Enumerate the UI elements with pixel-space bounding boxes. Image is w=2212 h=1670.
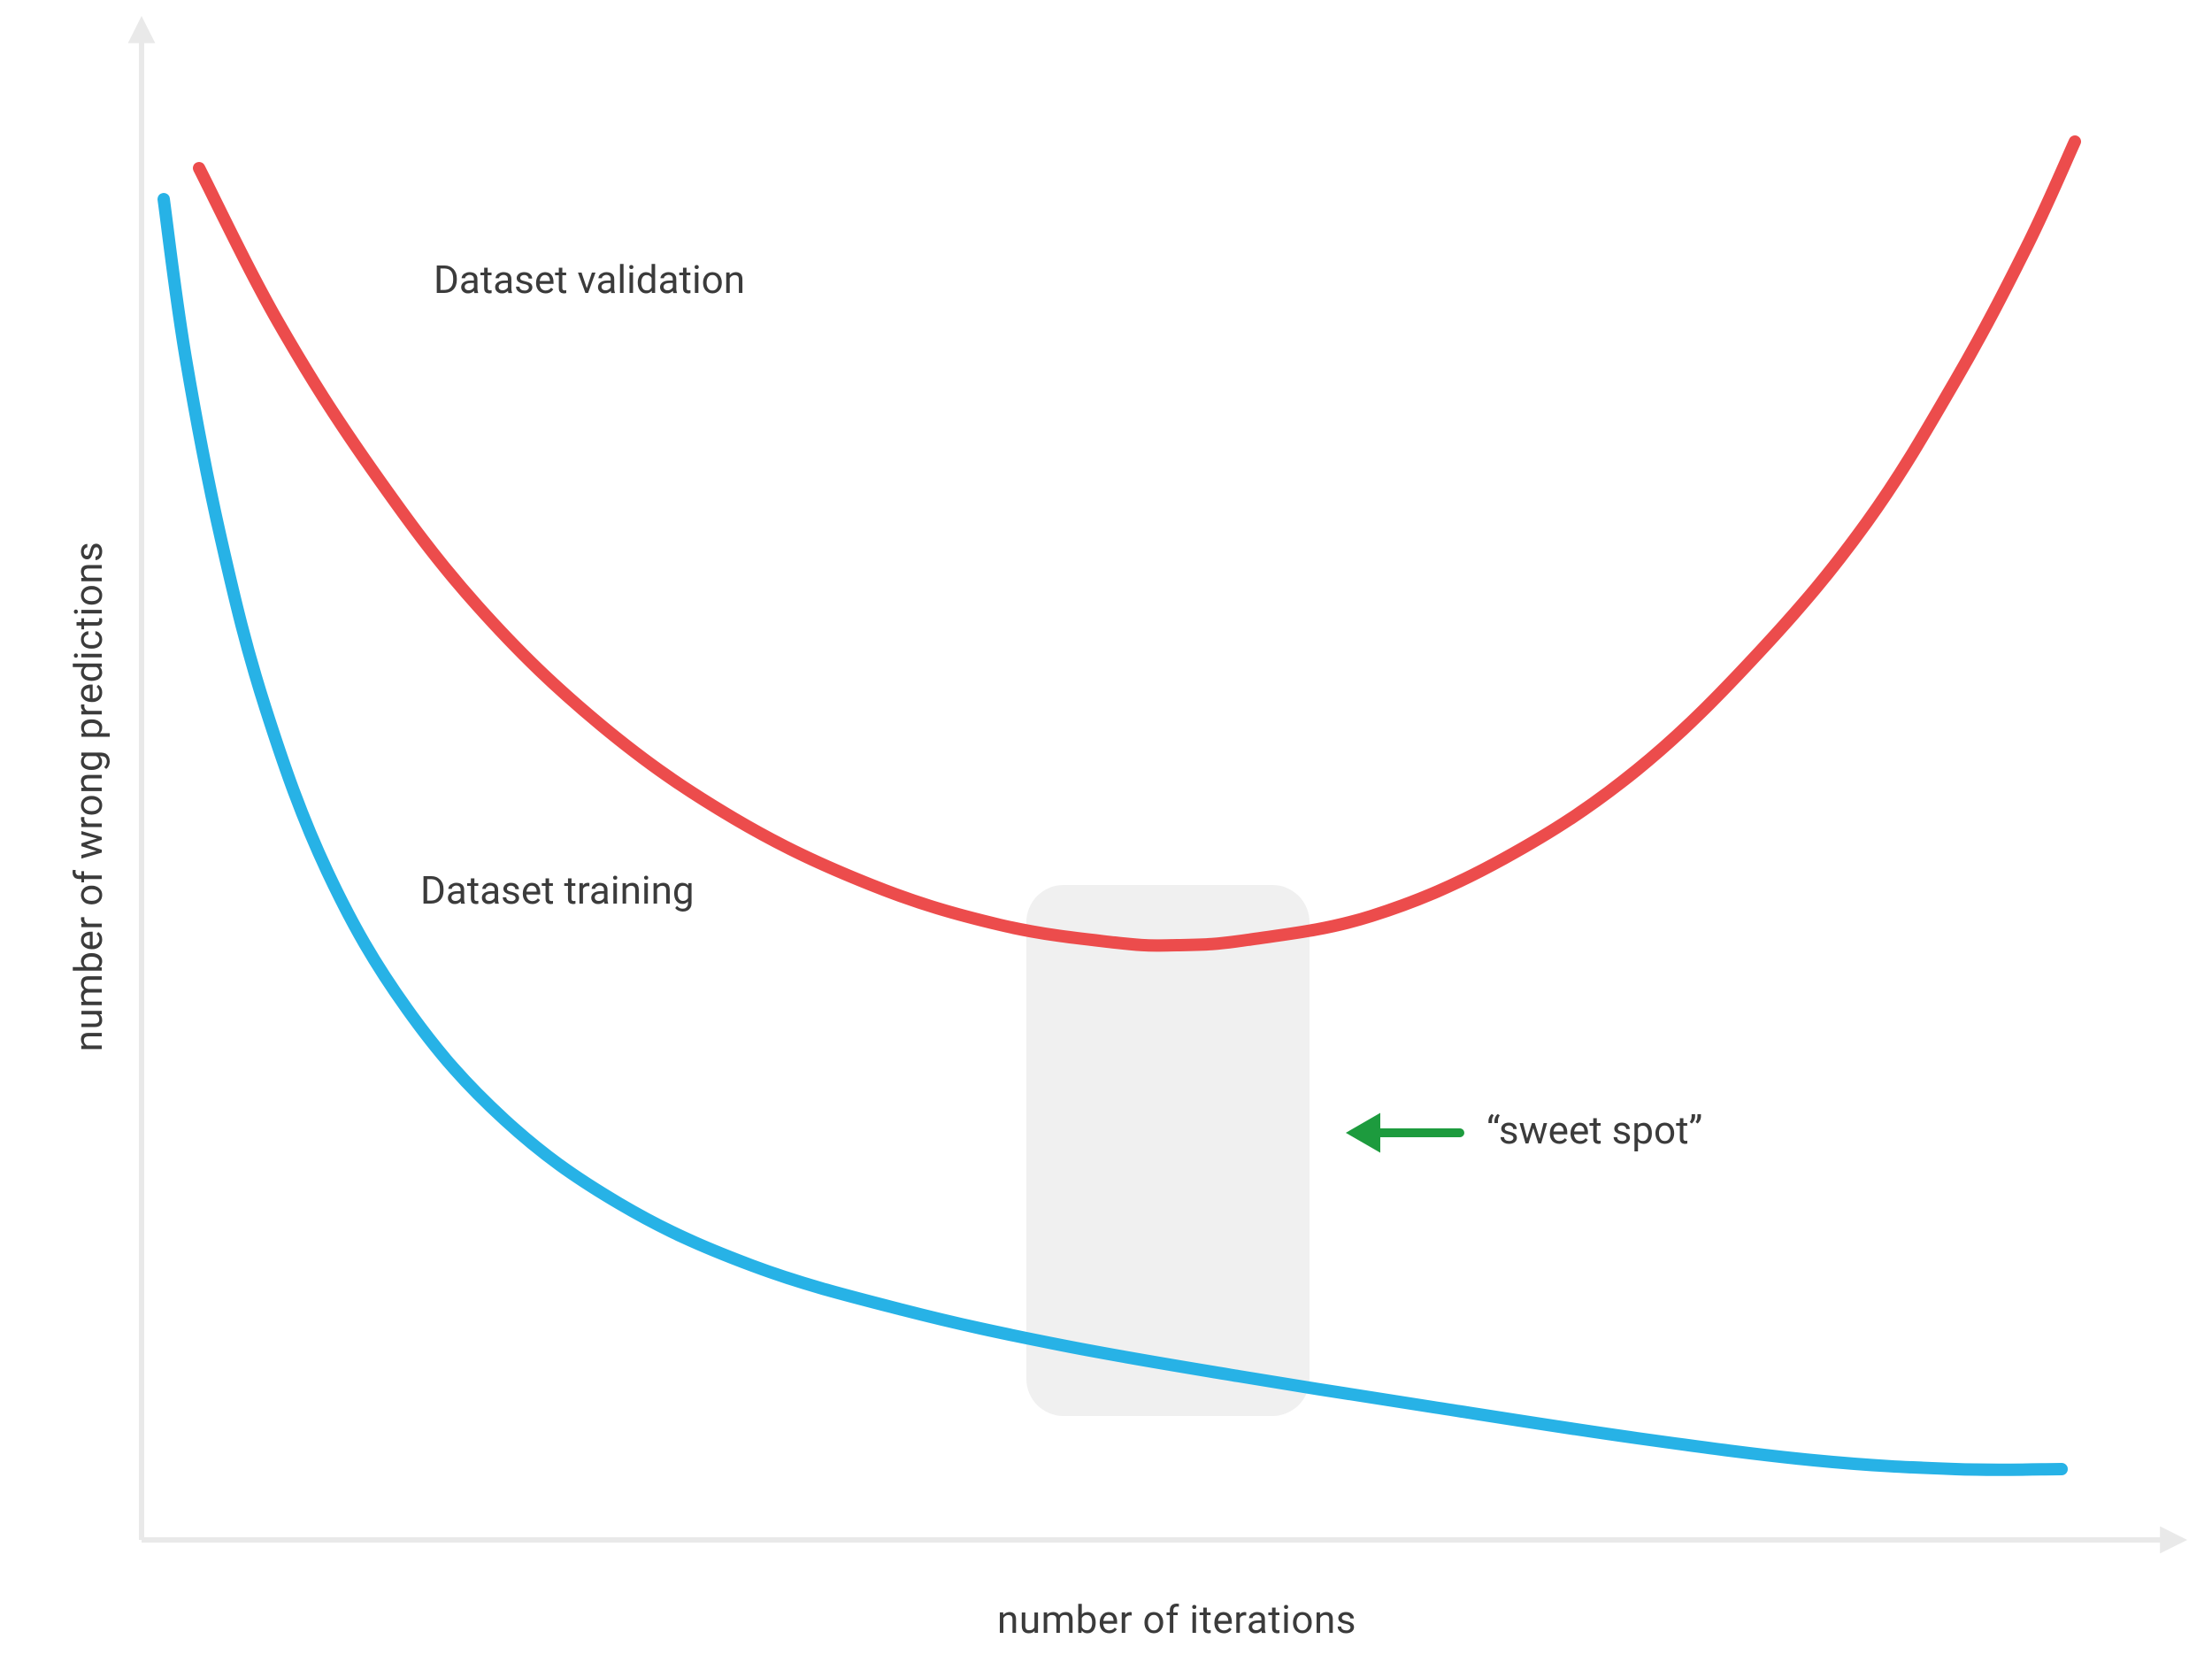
sweet-spot-box [1026,885,1310,1416]
x-axis-label: number of iterations [997,1597,1356,1643]
arrowhead-icon [2160,1527,2187,1554]
y-axis [128,16,156,1540]
arrowhead-icon [1346,1113,1380,1153]
training-series-label: Dataset training [420,867,695,913]
sweet-spot-arrow [1346,1113,1460,1153]
chart-svg [0,0,2212,1670]
overfitting-chart: number of wrong predictions number of it… [0,0,2212,1670]
sweet-spot-label: “sweet spot” [1486,1107,1702,1153]
validation-series-label: Dataset validation [434,257,745,303]
arrowhead-icon [128,16,156,43]
x-axis [142,1527,2187,1554]
y-axis-label: number of wrong predictions [65,542,111,1052]
